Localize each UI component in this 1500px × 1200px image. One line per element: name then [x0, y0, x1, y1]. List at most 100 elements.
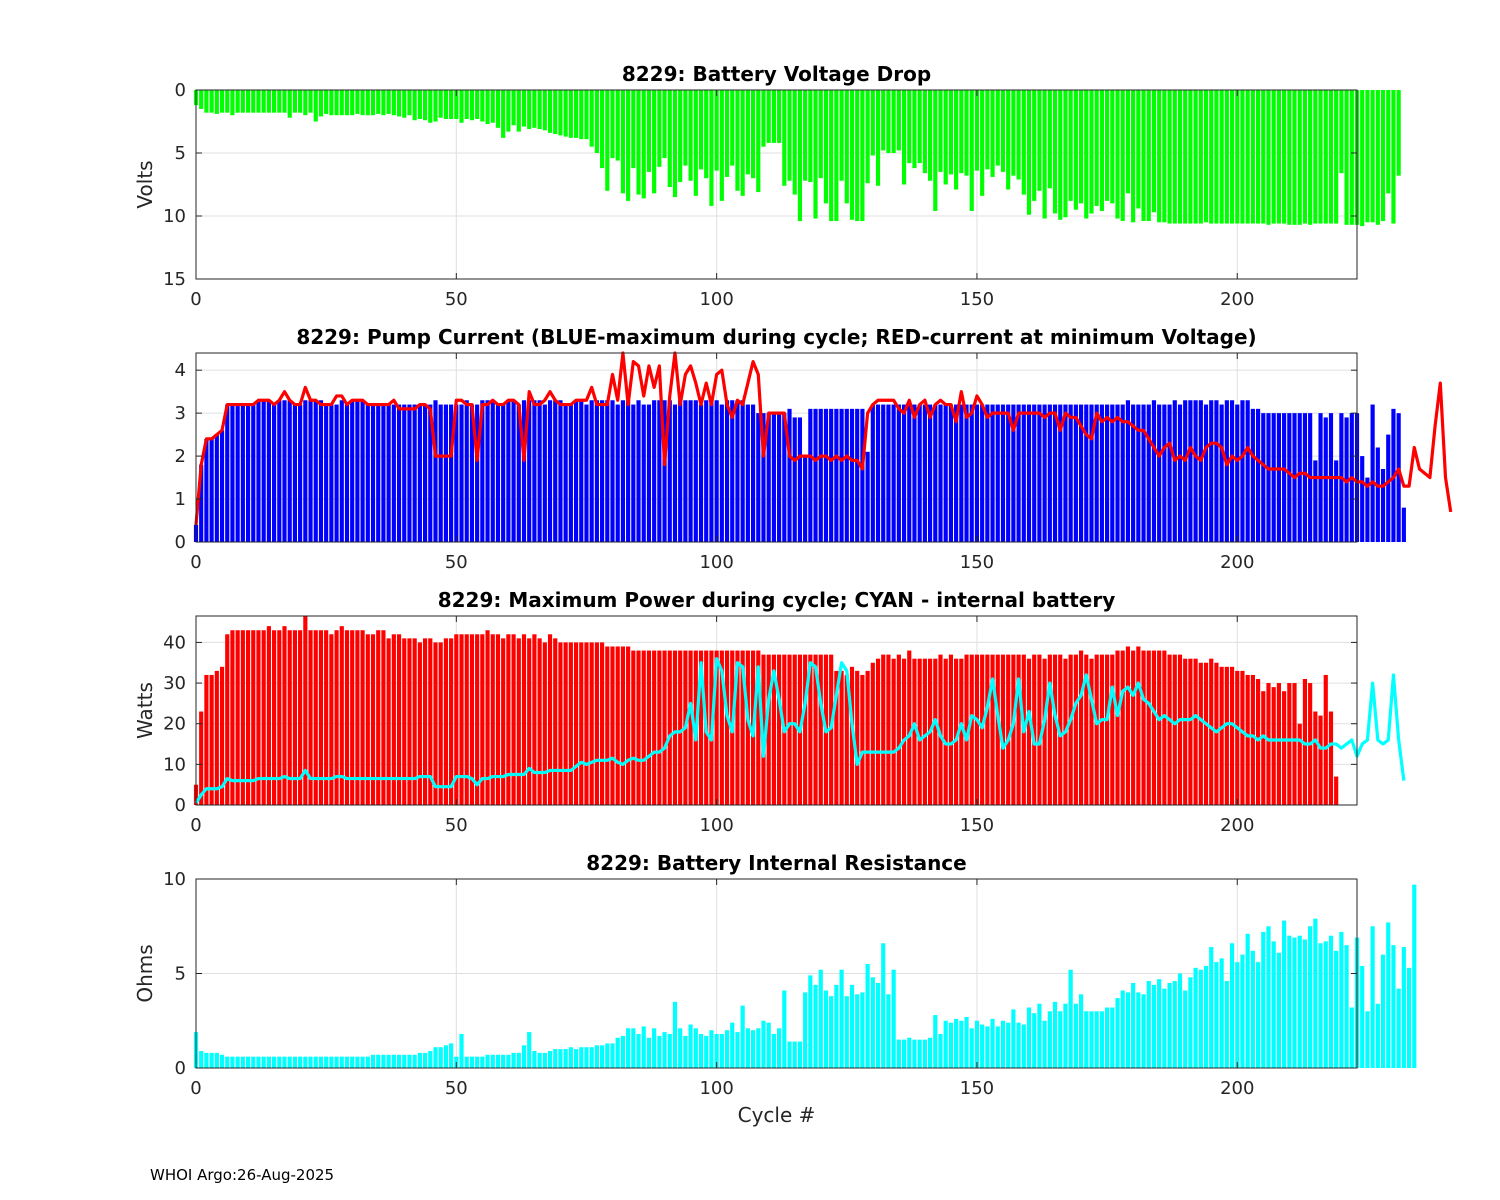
bar-voltage-drop — [1011, 90, 1016, 176]
bar-voltage-drop — [402, 90, 407, 118]
bar-maximum-current-during-cycle — [1151, 400, 1157, 542]
bar-voltage-drop — [1183, 90, 1188, 224]
bar-voltage-drop — [1105, 90, 1110, 201]
bar-internal-resistance — [350, 1056, 355, 1068]
bar-internal-resistance — [600, 1045, 605, 1068]
bar-voltage-drop — [636, 90, 641, 195]
bar-maximum-power — [1334, 776, 1339, 805]
bar-internal-resistance — [1256, 962, 1261, 1068]
bar-maximum-current-during-cycle — [272, 404, 277, 542]
bar-maximum-current-during-cycle — [1037, 404, 1042, 542]
bar-voltage-drop — [605, 90, 610, 191]
bar-internal-resistance — [407, 1054, 412, 1068]
bar-voltage-drop — [318, 90, 324, 117]
bar-maximum-power — [771, 654, 776, 805]
bar-voltage-drop — [1334, 90, 1339, 224]
bar-voltage-drop — [672, 90, 678, 198]
bar-maximum-current-during-cycle — [1016, 404, 1021, 542]
bar-internal-resistance — [844, 996, 849, 1068]
bar-internal-resistance — [1141, 994, 1146, 1068]
y-tick-label: 0 — [175, 532, 186, 553]
bar-maximum-power — [365, 634, 370, 805]
bar-maximum-power — [886, 654, 891, 805]
y-tick-label: 3 — [175, 403, 186, 424]
bar-voltage-drop — [724, 90, 730, 177]
bar-voltage-drop — [1131, 90, 1136, 223]
bar-voltage-drop — [251, 90, 256, 113]
bar-voltage-drop — [334, 90, 339, 116]
bar-maximum-power — [396, 634, 402, 805]
plot-area-1 — [196, 90, 1357, 279]
bar-maximum-current-during-cycle — [605, 400, 610, 542]
bar-maximum-current-during-cycle — [1063, 404, 1068, 542]
bar-maximum-current-during-cycle — [459, 404, 464, 542]
bar-voltage-drop — [1380, 90, 1386, 222]
bar-maximum-power — [438, 642, 443, 805]
bar-maximum-current-during-cycle — [626, 400, 631, 542]
bar-maximum-current-during-cycle — [370, 404, 376, 542]
bar-internal-resistance — [1229, 943, 1235, 1068]
bar-maximum-power — [1198, 662, 1203, 805]
bar-voltage-drop — [1250, 90, 1255, 224]
bar-voltage-drop — [1302, 90, 1308, 224]
bar-voltage-drop — [1261, 90, 1266, 224]
bar-voltage-drop — [875, 90, 881, 186]
bar-voltage-drop — [626, 90, 631, 201]
bar-maximum-power — [1141, 650, 1146, 805]
bar-maximum-current-during-cycle — [1042, 404, 1047, 542]
bar-maximum-current-during-cycle — [1167, 404, 1172, 542]
bar-voltage-drop — [912, 90, 917, 169]
bar-maximum-current-during-cycle — [407, 404, 412, 542]
bar-internal-resistance — [1287, 935, 1292, 1068]
bar-maximum-power — [1006, 654, 1011, 805]
bar-internal-resistance — [719, 1033, 724, 1068]
bar-internal-resistance — [875, 982, 881, 1068]
bar-maximum-power — [938, 654, 943, 805]
bar-voltage-drop — [652, 90, 657, 194]
bar-maximum-current-during-cycle — [443, 404, 448, 542]
bar-maximum-current-during-cycle — [1177, 404, 1183, 542]
line-current-at-minimum-voltage — [194, 351, 1453, 525]
bar-maximum-current-during-cycle — [974, 404, 980, 542]
bar-maximum-power — [662, 650, 667, 805]
bar-internal-resistance — [1261, 931, 1266, 1068]
bar-internal-resistance — [1032, 1013, 1037, 1068]
bar-internal-resistance — [532, 1050, 537, 1068]
bar-maximum-power — [386, 638, 391, 805]
bar-maximum-current-during-cycle — [417, 404, 422, 542]
bar-maximum-power — [1157, 650, 1162, 805]
bar-voltage-drop — [480, 90, 485, 122]
bar-voltage-drop — [1344, 90, 1349, 225]
bar-maximum-power — [339, 626, 344, 805]
bar-internal-resistance — [1105, 1007, 1110, 1068]
bar-internal-resistance — [355, 1056, 360, 1068]
bar-voltage-drop — [240, 90, 245, 113]
bar-internal-resistance — [724, 1030, 730, 1068]
bar-internal-resistance — [605, 1043, 610, 1068]
bar-maximum-power — [594, 642, 599, 805]
bar-maximum-current-during-cycle — [1344, 417, 1349, 542]
bar-maximum-current-during-cycle — [1032, 404, 1037, 542]
bar-voltage-drop — [600, 90, 605, 169]
bar-voltage-drop — [870, 90, 875, 156]
y-axis-label: Ohms — [133, 944, 157, 1002]
bar-maximum-power — [933, 658, 938, 805]
bar-internal-resistance — [1198, 969, 1203, 1068]
bar-maximum-power — [417, 642, 422, 805]
bar-maximum-power — [980, 654, 985, 805]
bar-maximum-current-during-cycle — [683, 400, 688, 542]
bar-voltage-drop — [490, 90, 495, 123]
bar-voltage-drop — [298, 90, 303, 113]
bar-maximum-power — [865, 670, 870, 805]
bar-internal-resistance — [740, 1005, 745, 1068]
bar-maximum-power — [490, 634, 495, 805]
bar-internal-resistance — [1146, 981, 1151, 1068]
bar-internal-resistance — [376, 1054, 381, 1068]
y-axis-label: Volts — [133, 160, 157, 208]
bar-voltage-drop — [454, 90, 459, 119]
bar-internal-resistance — [313, 1056, 318, 1068]
bar-voltage-drop — [537, 90, 542, 130]
bar-internal-resistance — [1063, 1003, 1068, 1068]
bar-maximum-power — [844, 674, 849, 805]
bar-maximum-current-during-cycle — [376, 404, 381, 542]
